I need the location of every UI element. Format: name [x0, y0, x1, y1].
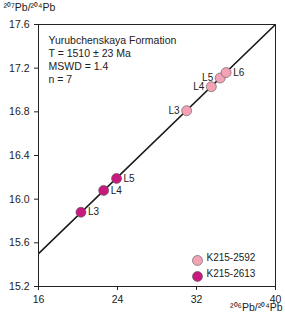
svg-text:L3: L3 [169, 105, 181, 116]
svg-text:L3: L3 [88, 206, 100, 217]
svg-text:L5: L5 [124, 173, 136, 184]
svg-text:15.2: 15.2 [9, 280, 30, 292]
svg-text:32: 32 [191, 293, 203, 305]
svg-text:15.6: 15.6 [9, 236, 30, 248]
svg-text:16.0: 16.0 [9, 193, 30, 205]
svg-text:K215-2613: K215-2613 [207, 268, 256, 279]
svg-text:16.8: 16.8 [9, 105, 30, 117]
svg-text:40: 40 [269, 293, 282, 305]
svg-text:Yurubchenskaya FormationT = 15: Yurubchenskaya FormationT = 1510 ± 23 Ma… [49, 34, 177, 85]
svg-text:L4: L4 [193, 80, 205, 92]
svg-text:24: 24 [112, 293, 124, 305]
svg-text:L6: L6 [233, 67, 245, 78]
svg-text:17.6: 17.6 [9, 18, 30, 30]
svg-text:17.2: 17.2 [9, 62, 30, 74]
svg-text:K215-2592: K215-2592 [207, 252, 256, 263]
svg-text:²⁰⁷Pb/²⁰⁴Pb: ²⁰⁷Pb/²⁰⁴Pb [4, 1, 56, 13]
svg-text:16.4: 16.4 [9, 149, 30, 161]
svg-text:L5: L5 [202, 72, 214, 83]
svg-text:²⁰⁶Pb/²⁰⁴Pb: ²⁰⁶Pb/²⁰⁴Pb [230, 301, 283, 312]
svg-text:16: 16 [33, 293, 45, 305]
svg-text:L4: L4 [111, 185, 123, 196]
